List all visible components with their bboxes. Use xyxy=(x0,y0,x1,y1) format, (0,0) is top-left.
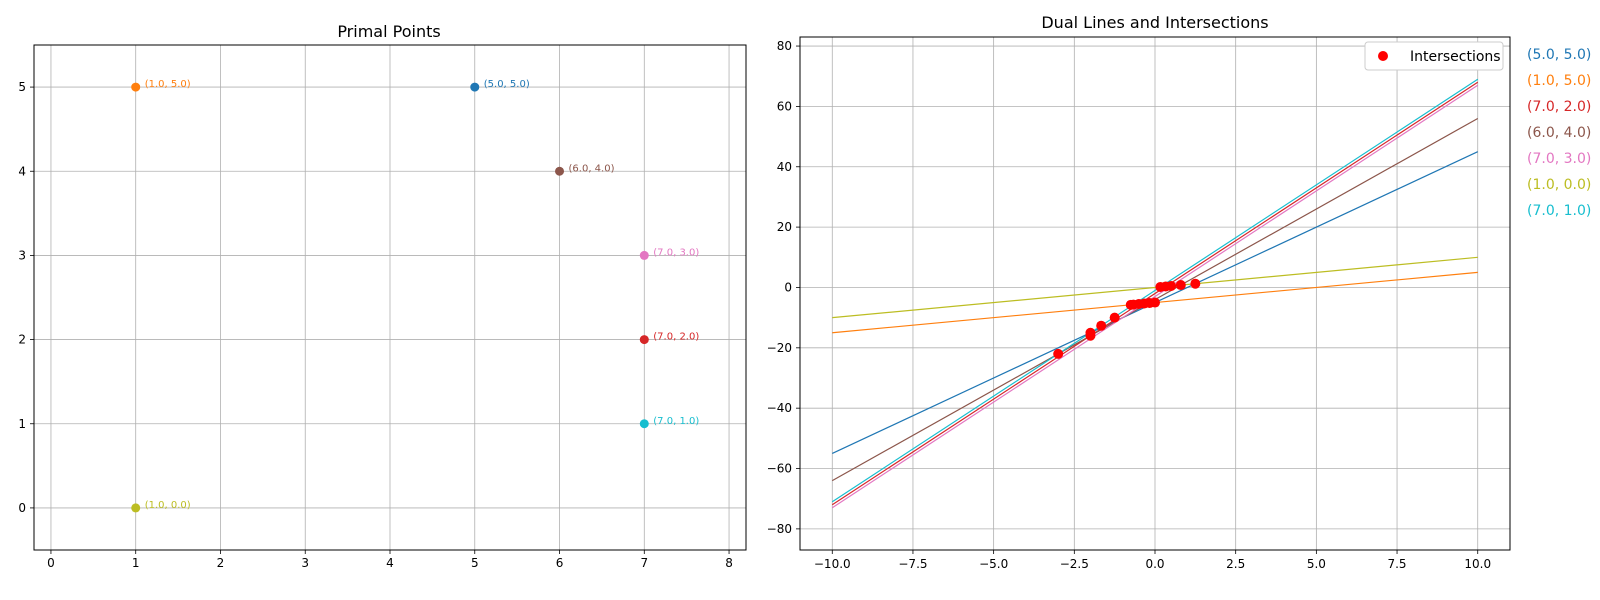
intersection-point xyxy=(1053,348,1064,359)
primal-y-tick-label: 5 xyxy=(18,80,26,94)
primal-x-tick-label: 0 xyxy=(47,556,55,570)
primal-point-label: (1.0, 0.0) xyxy=(145,500,191,511)
primal-point-label: (7.0, 1.0) xyxy=(653,416,699,427)
dual-lines-title: Dual Lines and Intersections xyxy=(1041,13,1268,32)
dual-y-tick-label: −60 xyxy=(767,462,792,476)
primal-point xyxy=(639,419,649,429)
primal-point-label: (7.0, 3.0) xyxy=(653,247,699,258)
primal-points-title: Primal Points xyxy=(337,22,440,41)
primal-x-tick-label: 8 xyxy=(725,556,733,570)
primal-y-tick-label: 1 xyxy=(18,417,26,431)
dual-y-tick-label: −40 xyxy=(767,401,792,415)
legend-intersections-marker xyxy=(1378,51,1388,61)
dual-x-tick-label: −10.0 xyxy=(814,557,851,571)
dual-x-tick-label: −7.5 xyxy=(898,557,927,571)
primal-point xyxy=(470,82,480,92)
primal-point xyxy=(555,166,565,176)
primal-axes-frame xyxy=(33,44,747,551)
intersection-point xyxy=(1190,278,1201,289)
dual-line xyxy=(831,78,1479,503)
primal-y-tick-label: 0 xyxy=(18,501,26,515)
primal-y-tick-label: 4 xyxy=(18,164,26,178)
dual-x-tick-label: −2.5 xyxy=(1060,557,1089,571)
primal-ticks: 0 1 2 3 4 5 6 7 8 0 1 2 3 4 5 xyxy=(18,80,733,570)
primal-x-tick-label: 3 xyxy=(301,556,309,570)
dual-x-tick-label: 7.5 xyxy=(1387,557,1406,571)
primal-point xyxy=(131,82,141,92)
primal-x-tick-label: 4 xyxy=(386,556,394,570)
dual-x-tick-label: 10.0 xyxy=(1464,557,1491,571)
primal-y-tick-label: 3 xyxy=(18,248,26,262)
dual-y-tick-label: 0 xyxy=(784,280,792,294)
intersection-point xyxy=(1109,312,1120,323)
primal-point xyxy=(639,335,649,345)
dual-y-tick-label: 60 xyxy=(777,99,792,113)
dual-line-side-label: (1.0, 0.0) xyxy=(1527,177,1591,193)
dual-y-tick-label: −80 xyxy=(767,522,792,536)
dual-line xyxy=(831,84,1479,509)
intersection-point xyxy=(1150,297,1160,308)
dual-lines xyxy=(831,78,1479,509)
primal-points: (5.0, 5.0) (1.0, 5.0) (7.0, 2.0) (6.0, 4.0)… xyxy=(131,79,699,513)
dual-line-side-label: (7.0, 2.0) xyxy=(1527,99,1591,115)
primal-x-tick-label: 1 xyxy=(132,556,140,570)
primal-points-panel: Primal Points 0 1 2 3 4 5 6 7 8 0 1 2 3 4 5 (5.0, 5.0)… xyxy=(18,22,747,570)
primal-y-tick-label: 2 xyxy=(18,333,26,347)
dual-x-tick-label: 0.0 xyxy=(1145,557,1164,571)
primal-grid xyxy=(34,45,746,550)
dual-y-tick-label: 40 xyxy=(777,160,792,174)
dual-line-side-labels: (5.0, 5.0) (1.0, 5.0) (7.0, 2.0) (6.0, 4.0)… xyxy=(1527,47,1591,219)
intersection-points xyxy=(1053,278,1201,359)
dual-axes-frame xyxy=(799,36,1511,551)
dual-line-side-label: (7.0, 3.0) xyxy=(1527,151,1591,167)
dual-y-tick-label: 20 xyxy=(777,220,792,234)
primal-x-tick-label: 5 xyxy=(471,556,479,570)
dual-line xyxy=(832,256,1478,319)
dual-line-side-label: (1.0, 5.0) xyxy=(1527,73,1591,89)
primal-point xyxy=(639,250,649,260)
dual-y-tick-label: 80 xyxy=(777,39,792,53)
primal-point-label: (5.0, 5.0) xyxy=(484,79,530,90)
legend: Intersections xyxy=(1364,41,1504,71)
primal-point xyxy=(131,503,141,513)
dual-line xyxy=(831,81,1479,506)
dual-x-tick-label: 5.0 xyxy=(1307,557,1326,571)
dual-line-side-label: (7.0, 1.0) xyxy=(1527,203,1591,219)
dual-ticks: −10.0 −7.5 −5.0 −2.5 0.0 2.5 5.0 7.5 10.0 −80 −60 −… xyxy=(767,39,1491,571)
primal-point-label: (1.0, 5.0) xyxy=(145,79,191,90)
dual-x-tick-label: −5.0 xyxy=(979,557,1008,571)
legend-intersections-label: Intersections xyxy=(1410,49,1501,65)
dual-y-tick-label: −20 xyxy=(767,341,792,355)
dual-line-side-label: (5.0, 5.0) xyxy=(1527,47,1591,63)
primal-point-label: (7.0, 2.0) xyxy=(653,332,699,343)
intersection-point xyxy=(1166,280,1177,291)
dual-lines-panel: Dual Lines and Intersections −10.0 −7.5 −5… xyxy=(767,13,1592,571)
dual-x-tick-label: 2.5 xyxy=(1226,557,1245,571)
intersection-point xyxy=(1085,330,1096,341)
primal-x-tick-label: 6 xyxy=(556,556,564,570)
legend-box xyxy=(1364,41,1504,71)
primal-point-label: (6.0, 4.0) xyxy=(569,163,615,174)
dual-line-side-label: (6.0, 4.0) xyxy=(1527,125,1591,141)
intersection-point xyxy=(1096,320,1107,331)
intersection-point xyxy=(1175,280,1186,291)
primal-x-tick-label: 2 xyxy=(217,556,225,570)
primal-x-tick-label: 7 xyxy=(640,556,648,570)
